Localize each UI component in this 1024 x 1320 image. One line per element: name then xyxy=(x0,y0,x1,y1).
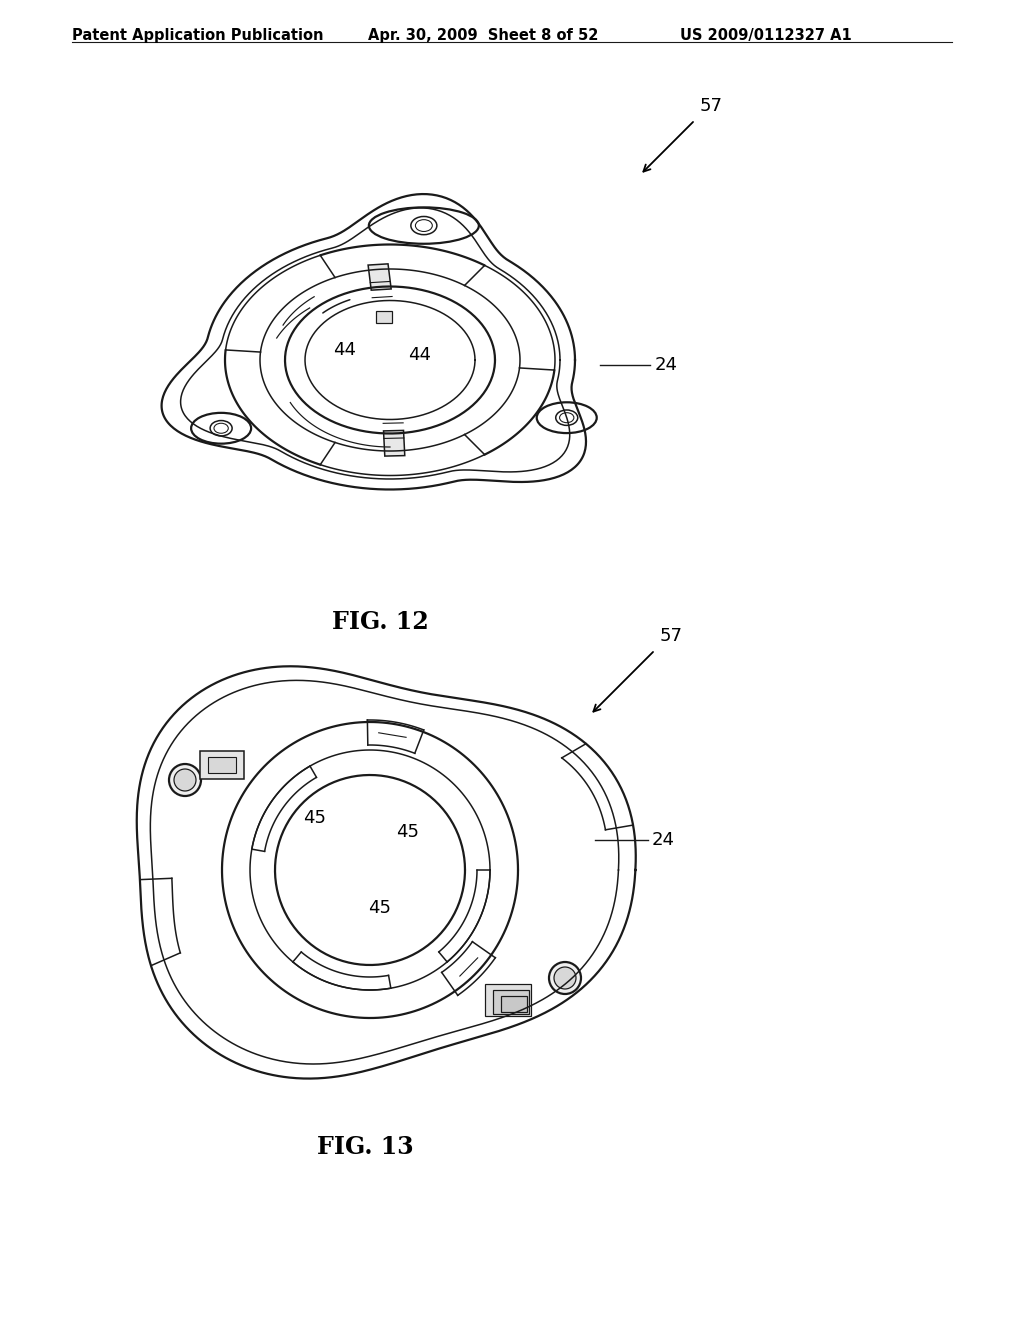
Text: Patent Application Publication: Patent Application Publication xyxy=(72,28,324,44)
Text: 44: 44 xyxy=(334,341,356,359)
Text: 45: 45 xyxy=(303,809,327,828)
Text: US 2009/0112327 A1: US 2009/0112327 A1 xyxy=(680,28,852,44)
Ellipse shape xyxy=(549,962,581,994)
Polygon shape xyxy=(384,430,404,457)
Text: 45: 45 xyxy=(396,822,420,841)
Text: FIG. 13: FIG. 13 xyxy=(316,1135,414,1159)
Text: Apr. 30, 2009  Sheet 8 of 52: Apr. 30, 2009 Sheet 8 of 52 xyxy=(368,28,598,44)
Bar xyxy=(208,756,236,774)
Bar xyxy=(493,990,529,1014)
Ellipse shape xyxy=(554,968,575,989)
Text: 24: 24 xyxy=(652,832,675,849)
Bar xyxy=(485,983,531,1016)
Bar xyxy=(200,751,244,779)
FancyBboxPatch shape xyxy=(376,310,391,323)
Text: 57: 57 xyxy=(660,627,683,645)
Polygon shape xyxy=(368,264,391,290)
Text: 45: 45 xyxy=(369,899,391,917)
Bar xyxy=(501,997,527,1012)
Ellipse shape xyxy=(174,770,196,791)
Text: 44: 44 xyxy=(409,346,431,364)
Text: 57: 57 xyxy=(700,96,723,115)
Ellipse shape xyxy=(169,764,201,796)
Text: FIG. 12: FIG. 12 xyxy=(332,610,428,634)
Text: 24: 24 xyxy=(655,356,678,374)
